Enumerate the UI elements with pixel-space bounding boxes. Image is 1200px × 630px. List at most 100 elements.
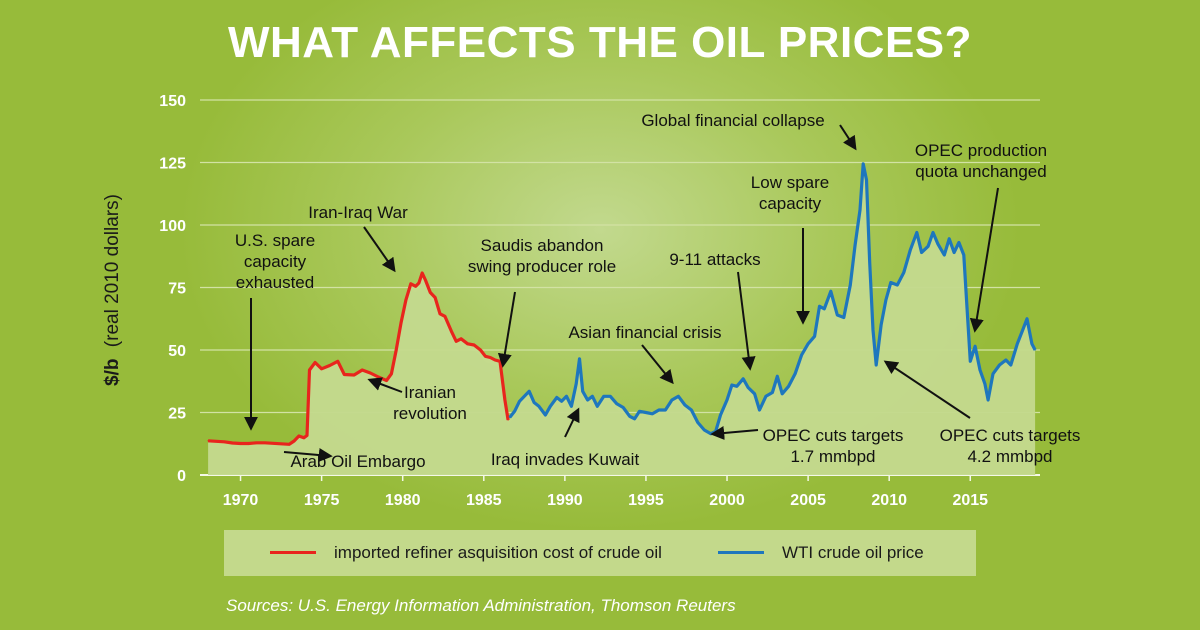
annotation-3: Iranian revolution	[393, 383, 467, 423]
data-point-imported-25	[385, 379, 388, 382]
data-point-wti-73	[909, 249, 911, 251]
x-tick-label-2005: 2005	[790, 492, 826, 509]
annotation-arrow-10	[839, 124, 857, 151]
data-point-imported-16	[314, 361, 316, 364]
x-tick-label-1985: 1985	[466, 492, 502, 509]
y-tick-label-150: 150	[159, 93, 186, 110]
data-point-wti-30	[671, 399, 673, 401]
data-point-wti-81	[953, 251, 955, 254]
data-point-wti-84	[966, 306, 968, 309]
data-point-wti-21	[616, 403, 618, 405]
annotation-5-line-0: Iraq invades Kuwait	[491, 450, 640, 469]
data-point-imported-1	[215, 440, 217, 442]
x-tick-label-1980: 1980	[385, 492, 421, 509]
annotation-8-line-1: 1.7 mmbpd	[790, 447, 875, 466]
annotation-1: Arab Oil Embargo	[290, 452, 425, 471]
data-point-wti-13	[575, 383, 577, 385]
data-point-wti-62	[859, 209, 861, 211]
data-point-wti-48	[776, 375, 778, 377]
annotation-7: 9-11 attacks	[669, 250, 760, 269]
data-point-imported-5	[248, 442, 250, 445]
legend-swatch-wti	[718, 551, 764, 554]
legend-swatch-imported	[270, 551, 316, 554]
data-point-imported-36	[434, 296, 436, 299]
annotation-11-line-1: quota unchanged	[915, 162, 1046, 181]
annotation-9-line-1: capacity	[759, 194, 822, 213]
data-point-wti-86	[974, 345, 976, 347]
legend-label-wti: WTI crude oil price	[782, 543, 924, 562]
data-point-wti-19	[603, 395, 605, 397]
annotation-arrow-11	[969, 187, 999, 333]
data-point-wti-80	[948, 238, 950, 240]
data-point-wti-16	[586, 399, 589, 401]
annotation-9: Low spare capacity	[751, 173, 829, 213]
legend-label-imported: imported refiner asquisition cost of cru…	[334, 543, 662, 562]
x-tick-label-2000: 2000	[709, 492, 745, 509]
annotation-arrow-3	[367, 377, 403, 393]
annotation-arrow-7	[737, 271, 756, 371]
data-point-wti-67	[875, 364, 877, 366]
annotation-0: U.S. spare capacity exhausted	[235, 231, 315, 292]
data-point-wti-91	[998, 364, 1001, 366]
annotation-12-line-1: 4.2 mmbpd	[967, 447, 1052, 466]
data-point-wti-20	[609, 395, 611, 397]
data-point-wti-32	[684, 404, 686, 406]
data-point-wti-97	[1031, 343, 1033, 345]
data-point-wti-45	[758, 409, 761, 411]
data-point-imported-6	[256, 442, 258, 444]
data-point-wti-70	[890, 281, 892, 284]
annotation-10: Global financial collapse	[641, 111, 824, 130]
data-point-imported-20	[343, 373, 345, 376]
data-point-wti-17	[591, 395, 594, 397]
data-point-wti-5	[533, 401, 535, 404]
y-axis-label-sub: (real 2010 dollars)	[102, 194, 123, 347]
annotation-arrow-12	[883, 360, 971, 419]
data-point-wti-78	[937, 243, 939, 245]
data-point-imported-50	[507, 419, 509, 421]
x-tick-label-1970: 1970	[223, 492, 259, 509]
annotation-12: OPEC cuts targets 4.2 mmbpd	[940, 426, 1081, 466]
data-point-wti-64	[865, 179, 868, 181]
annotation-arrow-4	[497, 291, 516, 368]
data-point-wti-7	[544, 414, 547, 416]
data-point-wti-43	[747, 386, 749, 389]
data-point-wti-22	[622, 406, 624, 409]
data-point-imported-18	[329, 364, 331, 367]
data-point-imported-38	[444, 315, 446, 317]
y-tick-label-25: 25	[168, 406, 186, 423]
data-point-wti-8	[549, 405, 551, 407]
x-tick-label-2015: 2015	[952, 492, 988, 509]
data-point-wti-52	[801, 354, 803, 356]
data-point-imported-17	[321, 368, 323, 370]
data-point-wti-93	[1010, 364, 1012, 366]
price-area-fill	[208, 163, 1036, 476]
data-point-wti-95	[1021, 330, 1023, 332]
y-tick-label-125: 125	[159, 156, 186, 173]
annotation-arrow-5	[564, 407, 580, 438]
y-axis-label: $/b (real 2010 dollars)	[102, 194, 123, 386]
data-point-wti-34	[697, 421, 699, 424]
x-tick-label-1990: 1990	[547, 492, 583, 509]
annotation-9-line-0: Low spare	[751, 173, 829, 192]
y-axis-label-main: $/b	[102, 358, 123, 385]
data-point-wti-77	[932, 231, 934, 234]
oil-price-chart: 1970 1975 1980 1985 1990 1995 2000 2005 2010 2015…	[102, 93, 1081, 509]
annotation-0-line-0: U.S. spare	[235, 231, 315, 250]
y-axis: 0 25 50 75 100 125 150	[159, 93, 186, 485]
data-point-imported-4	[239, 442, 242, 445]
data-point-imported-15	[308, 369, 311, 371]
data-point-wti-18	[596, 405, 598, 407]
data-point-imported-42	[466, 343, 469, 345]
annotation-6-line-0: Asian financial crisis	[568, 323, 721, 342]
data-point-wti-65	[869, 261, 871, 264]
data-point-imported-32	[418, 282, 420, 284]
annotation-1-line-0: Arab Oil Embargo	[290, 452, 425, 471]
data-point-imported-8	[272, 442, 274, 444]
data-point-wti-69	[885, 299, 887, 301]
data-point-wti-28	[658, 409, 660, 411]
data-point-wti-82	[958, 241, 960, 244]
data-point-imported-26	[390, 373, 392, 375]
data-point-imported-49	[504, 399, 506, 401]
data-point-imported-23	[369, 372, 371, 374]
data-point-wti-15	[582, 390, 584, 392]
